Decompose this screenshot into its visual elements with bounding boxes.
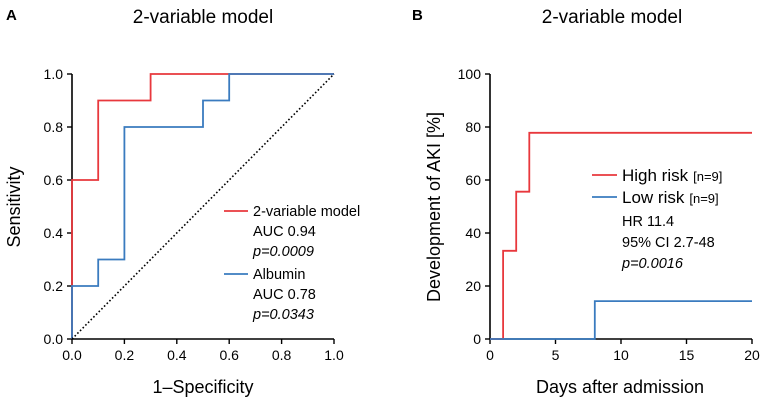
annotation-hr: HR 11.4 [622,214,674,230]
legend-label-2-variable-model: 2-variable model [253,204,360,220]
x-tick-label: 0.8 [272,347,292,363]
legend-label-low-risk: Low risk [n=9] [622,188,719,207]
x-tick-label: 0 [486,347,494,363]
y-tick-label: 0 [473,331,481,347]
panel-b-legend: High risk [n=9] Low risk [n=9] HR 11.4 95%… [592,166,722,272]
legend-p-2-variable-model: p=0.0009 [252,244,314,260]
panel-b-letter: B [412,7,423,24]
x-tick-label: 0.6 [219,347,239,363]
series-line-reference [71,73,335,340]
y-tick-label: 80 [465,119,481,135]
panel-a-ticks: 0.0 0.2 0.4 0.6 0.8 1.0 0.0 0.2 0.4 0.6 0.8 1.0 [44,66,344,363]
series-line-2-variable-model [71,73,334,339]
y-tick-label: 100 [458,66,482,82]
panel-b-xlabel: Days after admission [536,377,704,397]
series-line-albumin [71,73,334,339]
legend-p-albumin: p=0.0343 [252,307,314,323]
panel-a: A 2-variable model Sensitivity 1–Specifi… [4,7,360,397]
series-line-high-risk [490,131,752,340]
panel-a-title: 2-variable model [133,7,273,28]
x-tick-label: 10 [613,347,629,363]
panel-b-ylabel: Development of AKI [%] [424,112,444,302]
panel-b-axes [489,74,752,340]
panel-b: B 2-variable model Development of AKI [%… [412,7,760,397]
legend-auc-2-variable-model: AUC 0.94 [253,224,316,240]
panel-b-title: 2-variable model [542,7,682,28]
y-tick-label: 1.0 [44,66,64,82]
panel-a-lines [71,73,335,340]
legend-label-high-risk: High risk [n=9] [622,166,722,185]
y-tick-label: 0.8 [44,119,64,135]
x-tick-label: 0.0 [62,347,82,363]
x-tick-label: 20 [744,347,760,363]
panel-b-ticks: 0 5 10 15 20 0 20 40 60 80 100 [458,66,760,363]
x-tick-label: 15 [679,347,695,363]
x-tick-label: 5 [552,347,560,363]
y-tick-label: 0.2 [44,278,64,294]
panel-a-letter: A [6,7,17,24]
series-line-low-risk [490,300,752,340]
y-tick-label: 60 [465,172,481,188]
x-tick-label: 1.0 [324,347,344,363]
y-tick-label: 0.0 [44,331,64,347]
y-tick-label: 40 [465,225,481,241]
x-tick-label: 0.4 [167,347,187,363]
y-tick-label: 20 [465,278,481,294]
legend-n-low-risk: [n=9] [689,191,718,206]
legend-name-low-risk: Low risk [622,188,685,207]
y-tick-label: 0.4 [44,225,64,241]
annotation-p: p=0.0016 [621,256,684,272]
legend-auc-albumin: AUC 0.78 [253,287,316,303]
panel-a-xlabel: 1–Specificity [152,377,253,397]
panel-a-ylabel: Sensitivity [4,166,24,247]
legend-label-albumin: Albumin [253,267,305,283]
panel-b-lines [490,131,752,340]
panel-a-legend: 2-variable model AUC 0.94 p=0.0009 Album… [224,204,360,323]
annotation-ci: 95% CI 2.7-48 [622,235,715,251]
legend-n-high-risk: [n=9] [693,169,722,184]
x-tick-label: 0.2 [115,347,135,363]
y-tick-label: 0.6 [44,172,64,188]
legend-name-high-risk: High risk [622,166,689,185]
